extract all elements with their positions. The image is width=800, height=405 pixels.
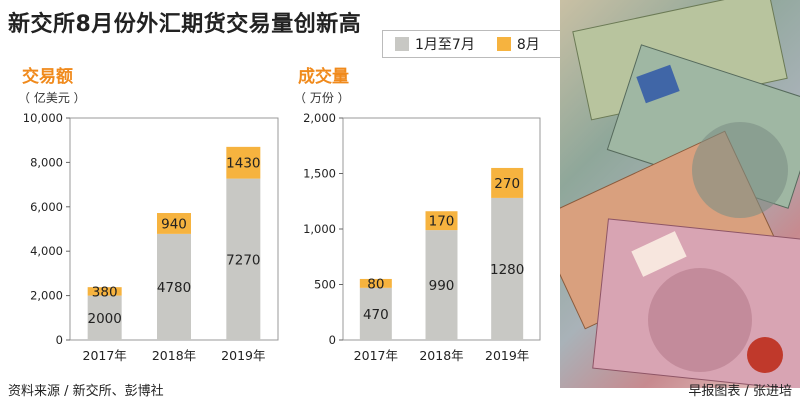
- bar-jan-jul: [425, 230, 458, 340]
- data-label: 4780: [157, 280, 191, 296]
- currency-notes-illustration: [560, 0, 800, 388]
- chart-unit-label: （ 亿美元 ）: [18, 90, 86, 105]
- chart-trade-volume: 成交量 （ 万份 ） 0 500 1,000 1,500 2,000 470 80 2017年 99…: [294, 66, 541, 363]
- bar-jan-jul: [157, 233, 191, 340]
- bar-aug: [157, 213, 191, 234]
- y-tick-label: 1,500: [303, 167, 336, 181]
- x-tick-label: 2018年: [419, 348, 463, 363]
- data-label: 270: [494, 176, 520, 192]
- bar-aug: [425, 211, 458, 231]
- data-label: 990: [429, 278, 455, 294]
- bar-aug: [87, 287, 122, 296]
- credit-note: 早报图表 / 张进培: [688, 384, 792, 399]
- data-label: 380: [92, 284, 118, 300]
- data-label: 1430: [226, 156, 260, 172]
- data-label: 80: [367, 276, 384, 292]
- page-title: 新交所8月份外汇期货交易量创新高: [8, 12, 362, 37]
- legend-swatch-aug: [496, 37, 511, 51]
- bar-aug: [491, 167, 524, 198]
- logo-badge: [747, 337, 783, 373]
- x-tick-label: 2019年: [221, 348, 265, 363]
- legend-label-aug: 8月: [516, 37, 540, 53]
- x-tick-label: 2017年: [354, 348, 398, 363]
- bar-jan-jul: [359, 287, 392, 340]
- y-tick-label: 4,000: [30, 244, 63, 258]
- chart-title: 成交量: [298, 66, 349, 87]
- y-tick-label: 2,000: [30, 289, 63, 303]
- y-tick-label: 500: [314, 278, 336, 292]
- bar-aug: [226, 146, 261, 179]
- x-tick-label: 2019年: [485, 348, 529, 363]
- source-note: 资料来源 / 新交所、彭博社: [8, 384, 164, 399]
- x-tick-label: 2017年: [83, 348, 127, 363]
- y-tick-label: 8,000: [30, 155, 63, 169]
- chart-unit-label: （ 万份 ）: [294, 91, 350, 105]
- data-label: 2000: [87, 311, 121, 327]
- bar-aug: [359, 278, 392, 288]
- chart-title: 交易额: [22, 66, 73, 87]
- legend: 1月至7月 8月: [382, 30, 562, 58]
- y-tick-label: 10,000: [23, 111, 63, 125]
- data-label: 170: [429, 214, 455, 230]
- legend-swatch-jan-jul: [395, 37, 409, 51]
- legend-item-jan-jul: 1月至7月: [395, 34, 475, 54]
- bar-jan-jul: [491, 197, 524, 340]
- y-tick-label: 2,000: [303, 111, 336, 125]
- data-label: 940: [161, 216, 187, 232]
- x-tick-label: 2018年: [152, 348, 196, 363]
- y-tick-label: 0: [329, 333, 336, 347]
- y-tick-label: 1,000: [303, 222, 336, 236]
- y-tick-label: 0: [56, 333, 63, 347]
- bar-jan-jul: [226, 178, 261, 340]
- legend-label-jan-jul: 1月至7月: [415, 37, 475, 53]
- data-label: 1280: [490, 262, 524, 278]
- data-label: 7270: [226, 252, 260, 268]
- chart-trade-value: 交易额 （ 亿美元 ） 0 2,000 4,000 6,000 8,000 10,000 200…: [18, 66, 279, 363]
- bar-jan-jul: [87, 295, 122, 340]
- data-label: 470: [363, 307, 389, 323]
- legend-item-aug: 8月: [496, 34, 540, 54]
- y-tick-label: 6,000: [30, 200, 63, 214]
- currency-photo: [560, 0, 800, 388]
